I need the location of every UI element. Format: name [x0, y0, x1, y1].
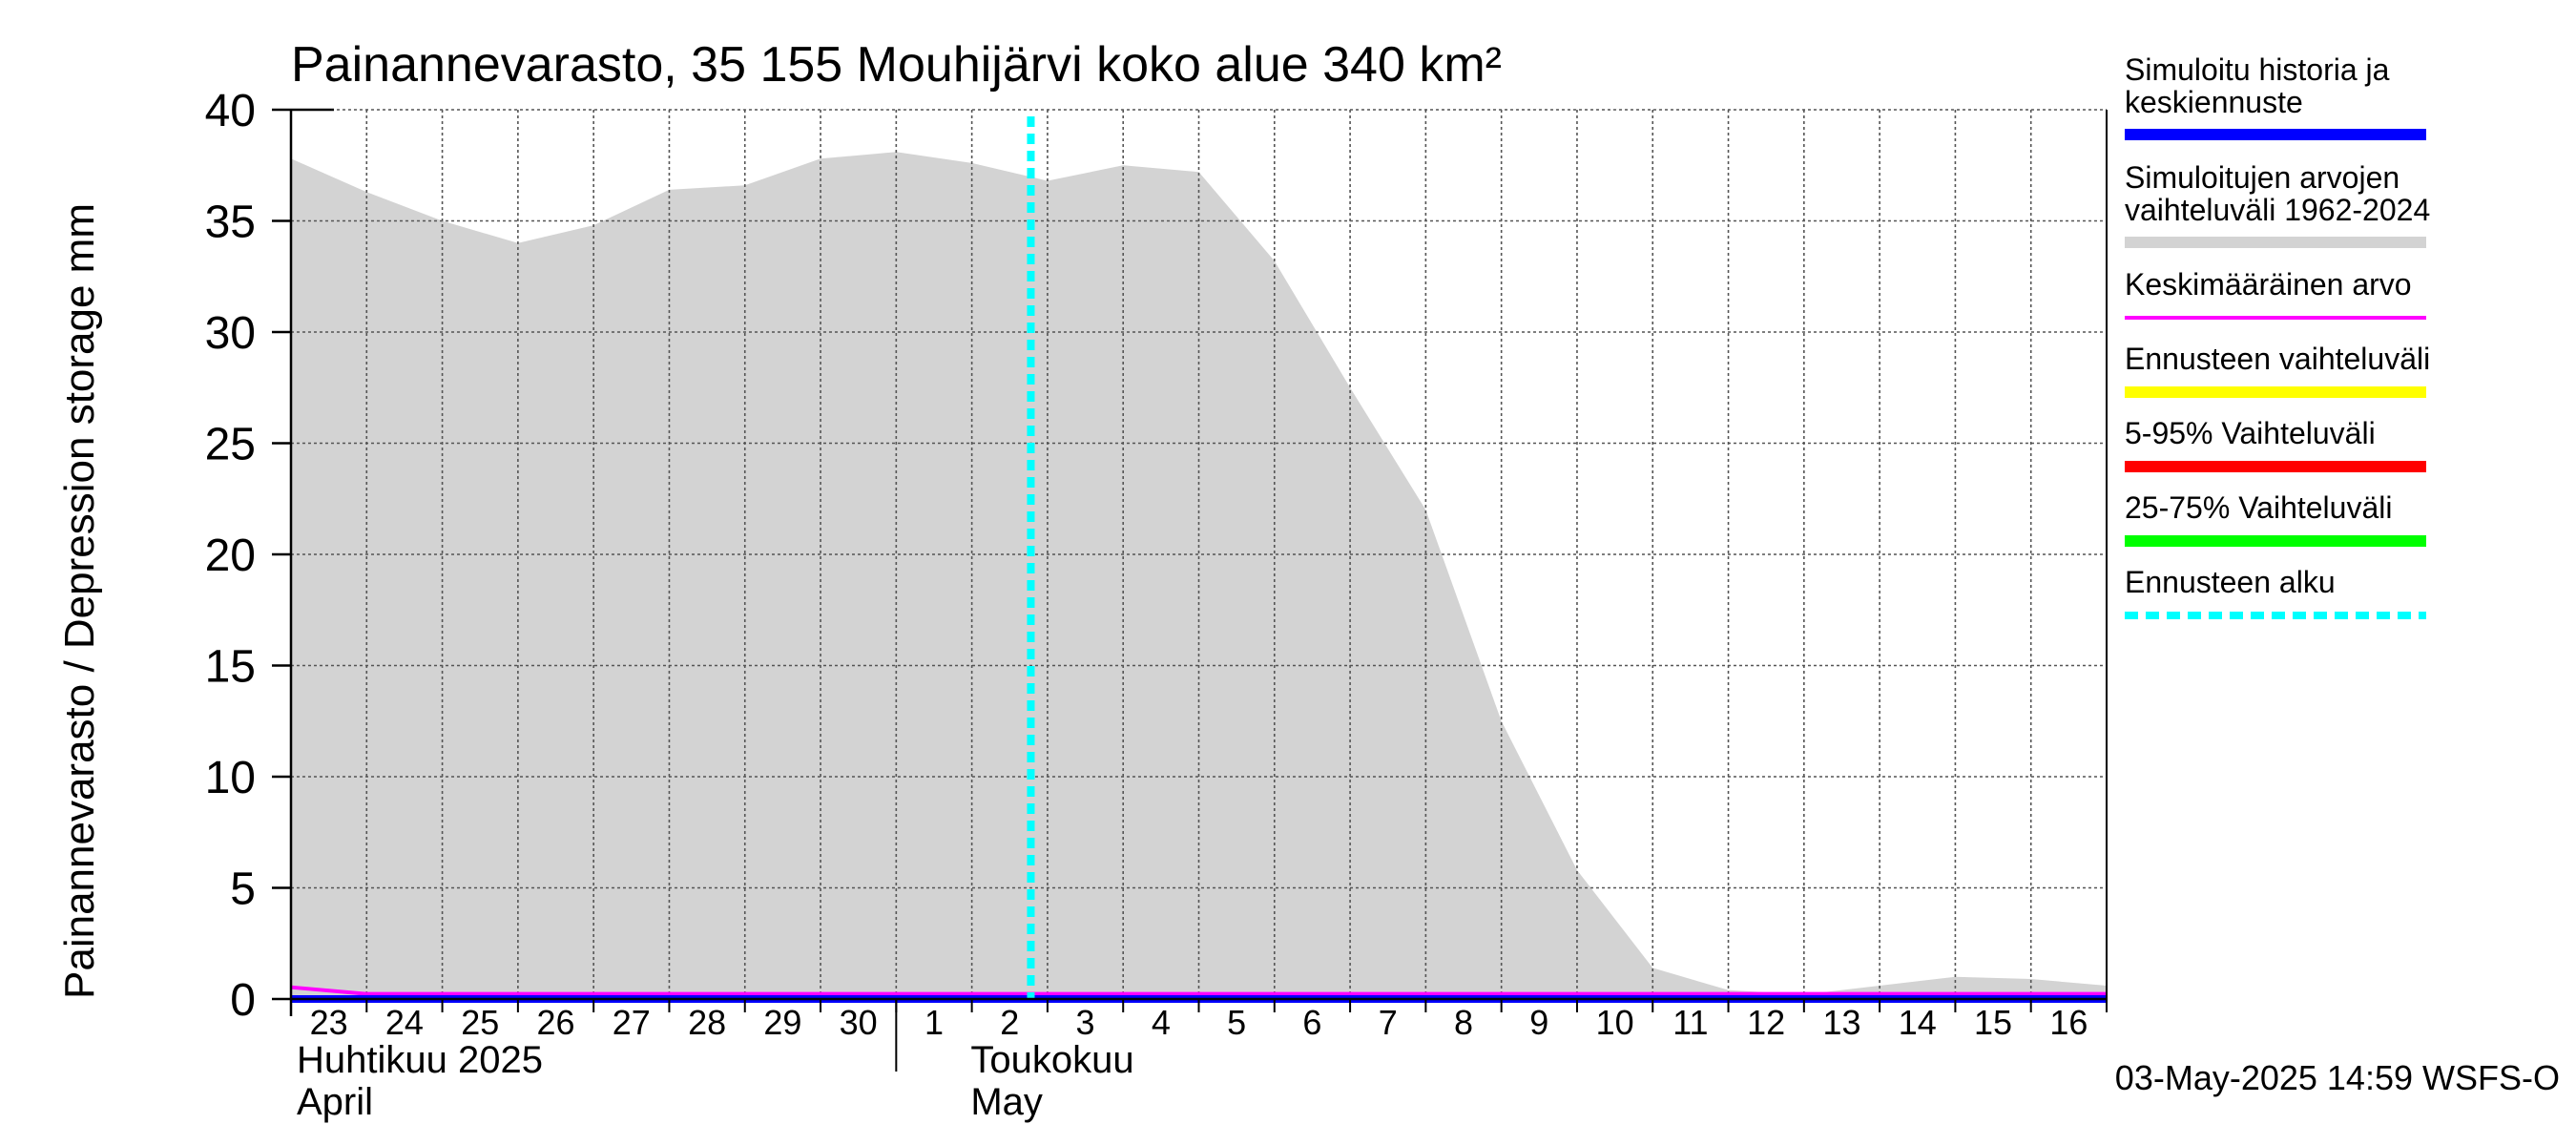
month-label-fi: Huhtikuu 2025: [297, 1039, 543, 1081]
x-tick-label: 5: [1227, 1003, 1246, 1042]
x-tick-label: 1: [924, 1003, 944, 1042]
month-label-fi: Toukokuu: [970, 1039, 1133, 1081]
footer-timestamp: 03-May-2025 14:59 WSFS-O: [2115, 1058, 2560, 1097]
x-tick-label: 7: [1379, 1003, 1398, 1042]
x-tick-label: 24: [385, 1003, 424, 1042]
x-tick-label: 14: [1899, 1003, 1937, 1042]
y-tick-label: 10: [205, 753, 256, 803]
legend-label: 25-75% Vaihteluväli: [2125, 490, 2392, 525]
y-tick-label: 40: [205, 86, 256, 136]
x-tick-label: 6: [1302, 1003, 1321, 1042]
x-tick-label: 28: [688, 1003, 726, 1042]
y-tick-label: 0: [230, 975, 256, 1026]
legend-label: Simuloitu historia ja keskiennuste: [2125, 52, 2390, 119]
legend-label: Ennusteen vaihteluväli: [2125, 342, 2430, 376]
x-tick-label: 27: [613, 1003, 651, 1042]
grid-layer: [291, 109, 2107, 999]
x-tick-label: 12: [1747, 1003, 1785, 1042]
y-tick-label: 35: [205, 198, 256, 248]
x-tick-label: 25: [461, 1003, 499, 1042]
x-tick-label: 13: [1822, 1003, 1860, 1042]
x-tick-label: 29: [763, 1003, 801, 1042]
x-tick-label: 4: [1152, 1003, 1171, 1042]
x-tick-label: 9: [1529, 1003, 1548, 1042]
x-tick-label: 10: [1596, 1003, 1634, 1042]
legend-label: Simuloitujen arvojen vaihteluväli 1962-20…: [2125, 160, 2430, 227]
mean-line: [290, 985, 2107, 996]
x-tick-label: 15: [1974, 1003, 2012, 1042]
x-tick-label: 23: [310, 1003, 348, 1042]
x-tick-label: 3: [1076, 1003, 1095, 1042]
y-tick-label: 5: [230, 864, 256, 915]
x-tick-label: 2: [1000, 1003, 1019, 1042]
legend-label: Keskimääräinen arvo: [2125, 267, 2412, 302]
legend: Simuloitu historia ja keskiennuste Simuloi…: [2125, 52, 2430, 619]
x-tick-label: 26: [536, 1003, 574, 1042]
legend-label: Ennusteen alku: [2125, 565, 2336, 599]
month-label-en: May: [970, 1081, 1043, 1123]
y-tick-label: 15: [205, 642, 256, 693]
y-axis-label: Painannevarasto / Depression storage mm: [56, 203, 103, 999]
chart-title: Painannevarasto, 35 155 Mouhijärvi koko …: [291, 37, 1502, 93]
y-tick-label: 25: [205, 420, 256, 470]
month-label-en: April: [297, 1081, 373, 1123]
x-tick-label: 16: [2049, 1003, 2088, 1042]
x-tick-label: 8: [1454, 1003, 1473, 1042]
y-tick-label: 20: [205, 531, 256, 581]
x-tick-label: 11: [1672, 1003, 1708, 1042]
x-tick-label: 30: [840, 1003, 878, 1042]
legend-label: 5-95% Vaihteluväli: [2125, 416, 2376, 450]
y-tick-label: 30: [205, 308, 256, 359]
